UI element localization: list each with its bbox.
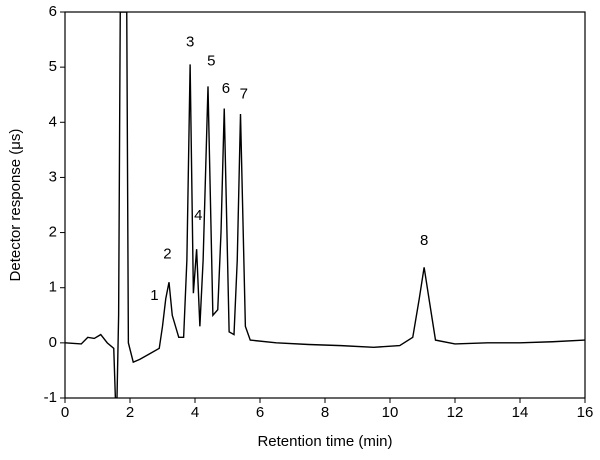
x-tick-label: 8 xyxy=(321,404,329,421)
trace-line xyxy=(65,12,585,398)
peak-label: 2 xyxy=(163,246,171,263)
x-tick-label: 4 xyxy=(191,404,199,421)
x-tick-label: 12 xyxy=(447,404,464,421)
y-tick-label: 4 xyxy=(49,113,57,130)
x-tick-label: 6 xyxy=(256,404,264,421)
peak-label: 1 xyxy=(150,287,158,304)
peak-label: 4 xyxy=(194,207,202,224)
x-tick-label: 14 xyxy=(512,404,529,421)
plot-frame xyxy=(64,11,586,399)
y-tick-label: 1 xyxy=(49,279,57,296)
peak-label: 5 xyxy=(207,53,215,70)
y-tick-label: -1 xyxy=(44,389,57,406)
peak-label: 8 xyxy=(420,232,428,249)
x-tick-label: 16 xyxy=(577,404,594,421)
y-tick-label: 2 xyxy=(49,224,57,241)
x-tick-label: 0 xyxy=(61,404,69,421)
y-tick-label: 6 xyxy=(49,3,57,20)
y-tick-label: 0 xyxy=(49,334,57,351)
y-axis-label: Detector response (μs) xyxy=(7,129,24,282)
x-axis-label: Retention time (min) xyxy=(257,433,392,450)
y-tick-label: 5 xyxy=(49,58,57,75)
x-tick-label: 2 xyxy=(126,404,134,421)
x-tick-label: 10 xyxy=(382,404,399,421)
peak-label: 6 xyxy=(222,80,230,97)
y-tick-label: 3 xyxy=(49,168,57,185)
peak-label: 3 xyxy=(186,33,194,50)
peak-label: 7 xyxy=(240,86,248,103)
